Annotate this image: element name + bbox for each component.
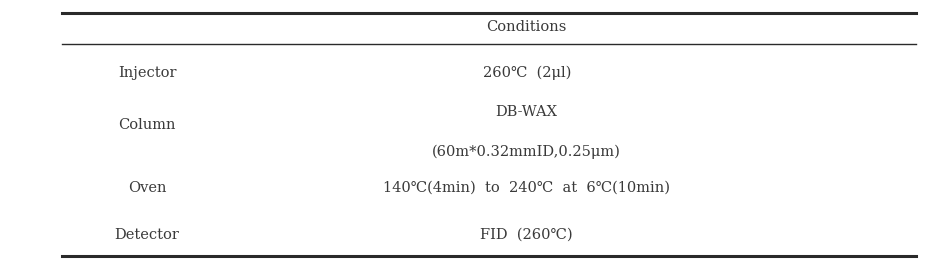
Text: Conditions: Conditions bbox=[487, 20, 567, 34]
Text: 260℃  (2μl): 260℃ (2μl) bbox=[482, 66, 571, 80]
Text: Oven: Oven bbox=[128, 181, 166, 195]
Text: (60m*0.32mmID,0.25μm): (60m*0.32mmID,0.25μm) bbox=[432, 144, 622, 159]
Text: 140℃(4min)  to  240℃  at  6℃(10min): 140℃(4min) to 240℃ at 6℃(10min) bbox=[383, 181, 670, 195]
Text: FID  (260℃): FID (260℃) bbox=[480, 228, 573, 242]
Text: Detector: Detector bbox=[115, 228, 179, 242]
Text: Injector: Injector bbox=[118, 66, 177, 80]
Text: DB-WAX: DB-WAX bbox=[495, 105, 558, 119]
Text: Column: Column bbox=[119, 118, 176, 132]
